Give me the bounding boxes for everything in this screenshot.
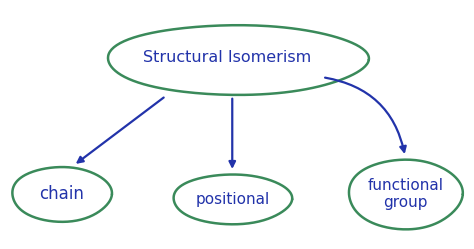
- Text: functional
group: functional group: [367, 178, 443, 210]
- Text: Structural Isomerism: Structural Isomerism: [144, 50, 311, 65]
- Text: positional: positional: [195, 192, 269, 207]
- Text: chain: chain: [39, 185, 84, 203]
